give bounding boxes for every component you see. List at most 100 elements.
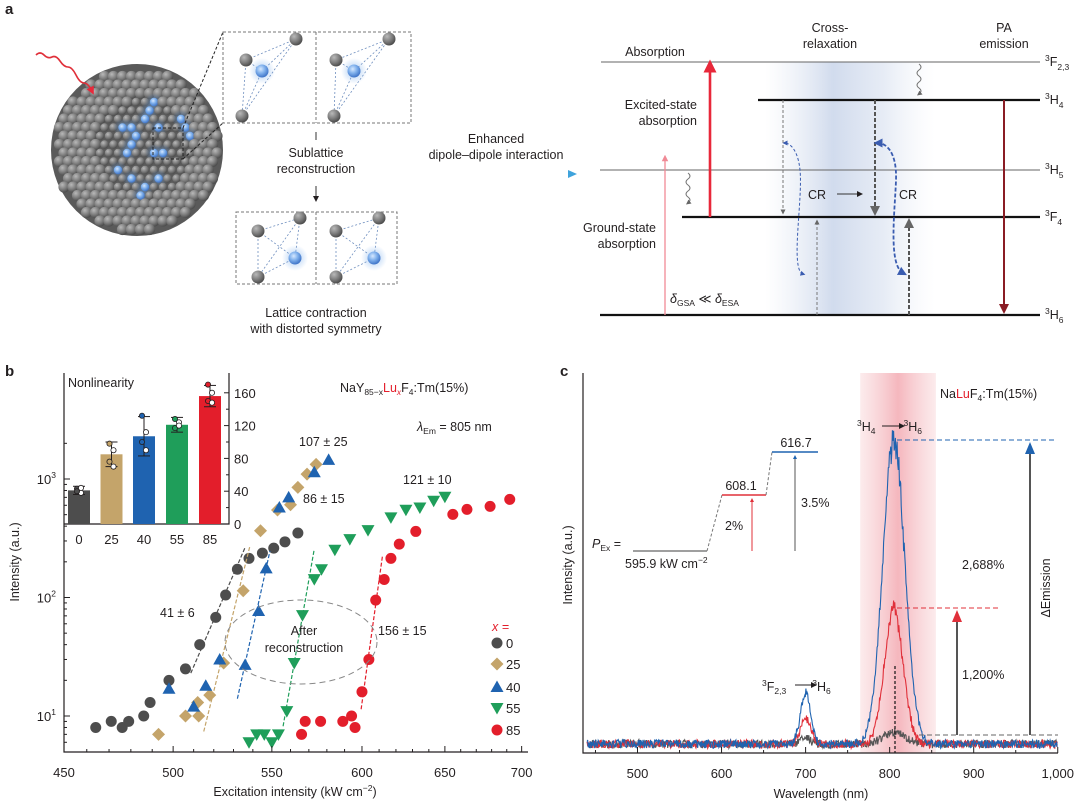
inset-replicate-dot — [171, 416, 178, 423]
tm-ion-atom — [347, 64, 361, 78]
sublattice-label: Sublattice — [289, 146, 344, 160]
bond-line — [335, 38, 390, 61]
lattice-atom — [121, 79, 133, 91]
enhanced-label: Enhanced — [468, 132, 524, 146]
lattice-atom — [193, 130, 205, 142]
lattice-atom — [76, 96, 88, 108]
inset-replicate-dot — [106, 458, 113, 465]
pa-emission-header: PA — [996, 21, 1012, 35]
data-point-x0 — [292, 527, 304, 539]
lattice-atom — [152, 189, 165, 202]
lattice-atom — [211, 147, 223, 159]
inset-replicate-dot — [78, 484, 85, 491]
inset-y-tick-label: 160 — [234, 386, 256, 401]
data-point-x25 — [309, 457, 323, 471]
nonradiative-decay-icon-2 — [916, 63, 923, 96]
lattice-atom — [166, 96, 178, 108]
y-tick-label: 102 — [37, 589, 56, 606]
lattice-atom — [121, 96, 133, 108]
lattice-atom — [125, 70, 138, 83]
lattice-atom — [98, 70, 111, 83]
inset-title: Nonlinearity — [68, 376, 135, 390]
lattice-atom — [211, 130, 223, 142]
lattice-atom — [157, 96, 169, 108]
lattice-atom — [134, 70, 147, 83]
lattice-atom — [239, 53, 253, 67]
delta-emission-label: ΔEmission — [1039, 558, 1053, 617]
lattice-atom — [188, 155, 201, 168]
cross-relaxation-header-2: relaxation — [803, 37, 857, 51]
lattice-atom — [188, 189, 201, 202]
lattice-atom — [145, 191, 154, 200]
tm-ion-atom — [127, 174, 136, 183]
data-point-x55 — [438, 491, 452, 504]
lattice-atom — [76, 113, 88, 125]
lattice-atom — [67, 164, 79, 176]
lattice-atom — [71, 155, 84, 168]
data-point-x25 — [203, 688, 217, 702]
lattice-atom — [67, 130, 79, 142]
tm-ion-atom — [140, 114, 150, 124]
lattice-atom — [112, 96, 124, 108]
lattice-atom — [116, 87, 129, 100]
lattice-atom — [184, 181, 196, 193]
lattice-atom — [197, 172, 210, 185]
slope-label-85: 156 ± 15 — [378, 624, 427, 638]
lattice-atom — [140, 131, 150, 141]
lattice-atom — [58, 113, 70, 125]
data-point-x55 — [314, 564, 328, 576]
inset-x-tick-label: 40 — [137, 532, 151, 547]
level-labels: 3F2,3 3H4 3H5 3F4 3H6 — [1045, 53, 1069, 325]
data-point-x40 — [282, 490, 296, 503]
slope-label-25: 107 ± 25 — [299, 435, 348, 449]
lattice-atom — [289, 32, 303, 46]
lattice-atom — [149, 131, 159, 141]
lattice-atom — [89, 104, 102, 117]
inset-replicate-dot — [110, 447, 117, 454]
lattice-atom — [157, 79, 169, 91]
inset-x-tick-label: 25 — [104, 532, 118, 547]
lattice-atom — [188, 172, 201, 185]
lattice-atom — [134, 223, 147, 236]
level-label-3H4: 3H4 — [1045, 91, 1064, 110]
data-point-x40 — [272, 500, 286, 513]
inset-x-tick-label: 85 — [203, 532, 217, 547]
data-point-x0 — [220, 589, 232, 601]
inset-bar-x85 — [199, 396, 221, 524]
tm-ion-atom — [367, 251, 381, 265]
lattice-atom — [98, 172, 111, 185]
bond-line — [335, 217, 380, 278]
y-tick-label: 103 — [37, 470, 56, 487]
lattice-atom — [85, 96, 97, 108]
lattice-atom — [143, 223, 156, 236]
data-point-x85 — [337, 715, 349, 727]
lattice-atom — [172, 140, 181, 149]
zoom-region-box — [152, 127, 184, 160]
inset-y-tick-label: 120 — [234, 419, 256, 434]
data-point-x85 — [393, 538, 405, 550]
lattice-atom — [184, 164, 196, 176]
lattice-atom — [167, 131, 177, 141]
lattice-atom — [130, 79, 142, 91]
lattice-atom — [134, 206, 147, 219]
data-point-x85 — [504, 493, 516, 505]
y-tick-label: 101 — [37, 707, 56, 724]
lattice-atom — [161, 189, 174, 202]
lattice-atom — [107, 70, 120, 83]
lattice-atom — [131, 97, 141, 107]
lattice-atom — [143, 206, 156, 219]
x-tick-label: 600 — [351, 765, 373, 780]
data-point-x55 — [361, 525, 375, 537]
panel-label-c: c — [560, 363, 568, 380]
lattice-atom — [103, 215, 115, 227]
lattice-atom — [202, 164, 214, 176]
lattice-atom — [170, 206, 183, 219]
x-tick-label: 700 — [511, 765, 533, 780]
data-point-x25 — [178, 709, 192, 723]
lattice-atom — [176, 165, 186, 175]
lattice-atom — [94, 79, 106, 91]
lattice-atom — [76, 181, 88, 193]
fit-line-x85 — [360, 555, 384, 710]
